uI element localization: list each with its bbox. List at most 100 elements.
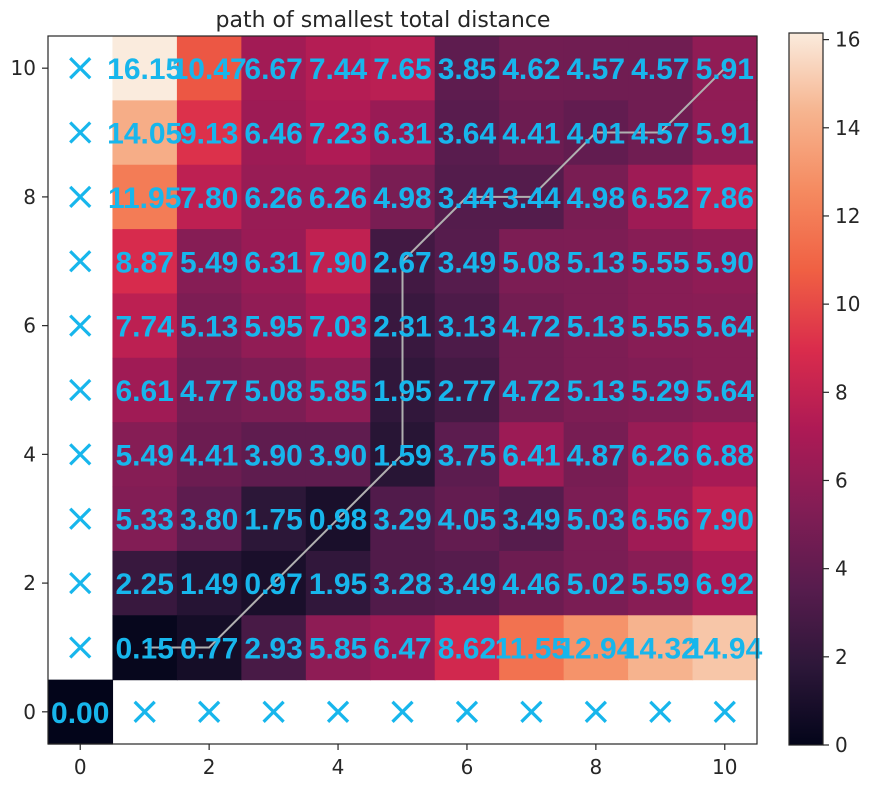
cell-2-6-label: 5.13 bbox=[180, 311, 238, 344]
cell-8-4-cell bbox=[563, 422, 629, 488]
cell-3-4-label: 3.90 bbox=[244, 439, 302, 472]
colorbar-axis: 0 2 4 6 8 10 12 14 16 bbox=[823, 28, 860, 757]
y-tick-label: 10 bbox=[11, 56, 36, 80]
cell-6-9-label: 3.64 bbox=[438, 118, 497, 151]
cell-1-9-cell bbox=[112, 100, 178, 166]
cell-7-7-cell bbox=[499, 229, 565, 295]
axes: 0 2 4 6 8 10 0 2 4 6 8 10 bbox=[11, 56, 738, 779]
y-tick-label: 4 bbox=[23, 442, 36, 466]
cell-9-7-label: 5.55 bbox=[631, 246, 689, 279]
cell-5-9-label: 6.31 bbox=[373, 118, 431, 151]
cell-5-2-label: 3.28 bbox=[373, 568, 431, 601]
chart-title: path of smallest total distance bbox=[216, 8, 551, 33]
cell-3-1-label: 2.93 bbox=[244, 632, 302, 665]
x-marker bbox=[649, 700, 672, 723]
cell-10-2-cell bbox=[692, 550, 758, 616]
x-tick-label: 8 bbox=[589, 755, 602, 779]
x-marker bbox=[69, 378, 92, 402]
cell-5-5-label: 1.95 bbox=[373, 375, 431, 408]
cell-9-1-cell bbox=[628, 615, 694, 681]
cell-10-10-label: 5.91 bbox=[696, 53, 754, 86]
x-marker bbox=[69, 250, 92, 273]
cell-6-8-label: 3.44 bbox=[438, 182, 497, 215]
cell-10-8-cell bbox=[692, 164, 758, 230]
x-tick-label: 2 bbox=[203, 755, 216, 779]
cell-2-3-cell bbox=[176, 486, 242, 552]
cell-9-3-label: 6.56 bbox=[631, 504, 689, 537]
cell-7-6-cell bbox=[499, 293, 565, 359]
x-marker bbox=[262, 700, 285, 723]
cell-2-3-label: 3.80 bbox=[180, 504, 238, 537]
cell-6-10-label: 3.85 bbox=[438, 53, 496, 86]
x-marker bbox=[713, 700, 736, 723]
cell-4-10-cell bbox=[305, 36, 371, 101]
cell-4-9-label: 7.23 bbox=[309, 118, 367, 151]
cell-3-1-cell bbox=[241, 615, 307, 681]
cell-5-1-cell bbox=[370, 615, 436, 681]
cell-5-10-cell bbox=[370, 36, 436, 101]
cell-2-1-label: 0.77 bbox=[180, 632, 238, 665]
cell-6-6-label: 3.13 bbox=[438, 311, 496, 344]
cell-7-3-cell bbox=[499, 486, 565, 552]
cell-9-10-cell bbox=[628, 36, 694, 101]
cell-4-5-label: 5.85 bbox=[309, 375, 367, 408]
path-line-group bbox=[144, 67, 726, 649]
cell-9-7-cell bbox=[628, 229, 694, 295]
cell-6-5-label: 2.77 bbox=[438, 375, 496, 408]
cell-10-7-cell bbox=[692, 229, 758, 295]
cell-9-6-label: 5.55 bbox=[631, 311, 689, 344]
cell-6-4-cell bbox=[434, 422, 500, 488]
cell-2-9-cell bbox=[176, 100, 242, 166]
cell-3-9-cell bbox=[241, 100, 307, 166]
cell-8-9-label: 4.01 bbox=[567, 118, 625, 151]
cell-5-9-cell bbox=[370, 100, 436, 166]
cell-1-4-label: 5.49 bbox=[115, 439, 173, 472]
y-tick-label: 8 bbox=[23, 185, 36, 209]
shortest-path-line bbox=[144, 67, 726, 649]
cell-4-1-cell bbox=[305, 615, 371, 681]
cell-4-1-label: 5.85 bbox=[309, 632, 367, 665]
cell-9-2-cell bbox=[628, 550, 694, 616]
cell-2-10-label: 10.47 bbox=[172, 53, 247, 86]
cell-2-5-label: 4.77 bbox=[180, 375, 238, 408]
cell-10-7-label: 5.90 bbox=[696, 246, 754, 279]
cell-4-7-cell bbox=[305, 229, 371, 295]
cell-2-2-label: 1.49 bbox=[180, 568, 238, 601]
cell-4-10-label: 7.44 bbox=[309, 53, 368, 86]
cell-7-6-label: 4.72 bbox=[502, 311, 560, 344]
cell-5-10-label: 7.65 bbox=[373, 53, 431, 86]
x-tick-label: 4 bbox=[332, 755, 345, 779]
x-marker bbox=[133, 700, 156, 723]
cell-3-3-label: 1.75 bbox=[244, 504, 302, 537]
x-marker bbox=[391, 700, 414, 723]
cell-7-1-label: 11.55 bbox=[495, 632, 568, 665]
cell-8-2-label: 5.02 bbox=[567, 568, 625, 601]
cell-1-4-cell bbox=[112, 422, 178, 488]
cell-6-1-label: 8.62 bbox=[438, 632, 496, 665]
colorbar-tick-label: 4 bbox=[835, 557, 848, 581]
cell-5-7-label: 2.67 bbox=[373, 246, 431, 279]
cell-1-6-cell bbox=[112, 293, 178, 359]
cell-9-4-cell bbox=[628, 422, 694, 488]
cell-1-2-label: 2.25 bbox=[115, 568, 173, 601]
cell-1-3-cell bbox=[112, 486, 178, 552]
cell-7-1-cell bbox=[499, 615, 565, 681]
y-tick-label: 6 bbox=[23, 314, 36, 338]
x-marker bbox=[198, 700, 221, 723]
cell-6-6-cell bbox=[434, 293, 500, 359]
cell-10-9-label: 5.91 bbox=[696, 118, 754, 151]
cell-4-4-label: 3.90 bbox=[309, 439, 367, 472]
cell-4-7-label: 7.90 bbox=[309, 246, 367, 279]
y-tick-label: 2 bbox=[23, 571, 36, 595]
x-tick-label: 0 bbox=[74, 755, 87, 779]
cell-8-4-label: 4.87 bbox=[567, 439, 625, 472]
cell-5-4-label: 1.59 bbox=[373, 439, 431, 472]
cell-3-10-cell bbox=[241, 36, 307, 101]
cell-1-5-label: 6.61 bbox=[115, 375, 173, 408]
cell-3-7-label: 6.31 bbox=[244, 246, 302, 279]
cell-9-9-label: 4.57 bbox=[631, 118, 689, 151]
cell-2-10-cell bbox=[176, 36, 242, 101]
cell-1-5-cell bbox=[112, 357, 178, 423]
cell-10-5-label: 5.64 bbox=[696, 375, 755, 408]
